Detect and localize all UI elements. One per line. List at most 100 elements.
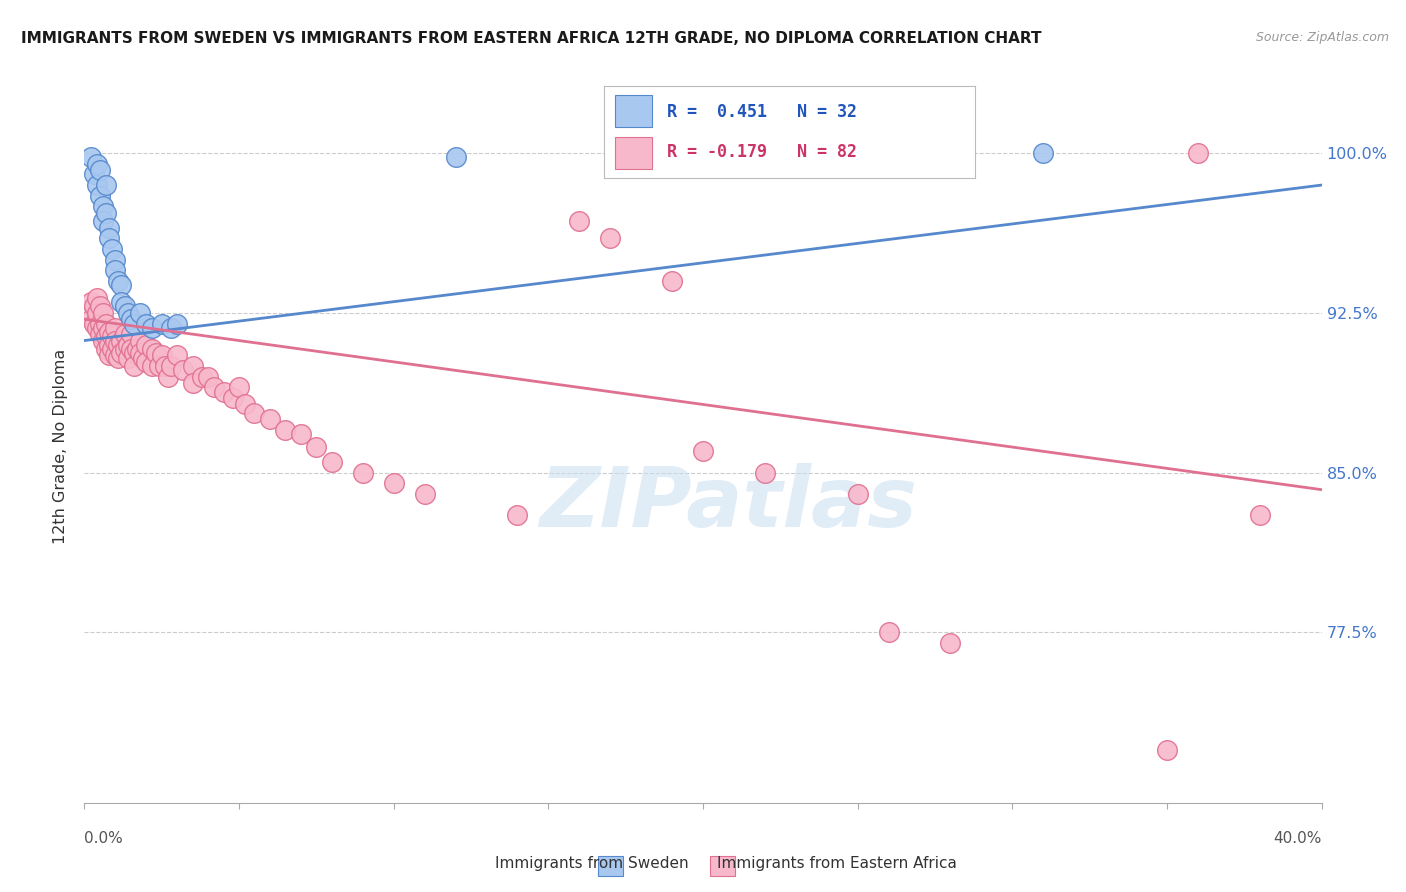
Point — [129, 306, 152, 320]
Point — [135, 317, 157, 331]
Point — [86, 291, 108, 305]
Point — [104, 263, 127, 277]
Point — [197, 369, 219, 384]
Point — [153, 359, 176, 373]
Text: ZIPatlas: ZIPatlas — [538, 463, 917, 543]
Point — [243, 406, 266, 420]
Point — [1032, 146, 1054, 161]
Point — [877, 625, 900, 640]
Point — [156, 369, 179, 384]
Point — [110, 334, 132, 348]
Point — [86, 178, 108, 192]
Point — [94, 342, 117, 356]
Point — [305, 440, 328, 454]
Point — [101, 329, 124, 343]
Point — [89, 188, 111, 202]
Point — [259, 412, 281, 426]
Point — [202, 380, 225, 394]
Point — [120, 312, 142, 326]
Point — [274, 423, 297, 437]
Point — [79, 150, 101, 164]
Point — [107, 274, 129, 288]
Point — [91, 306, 114, 320]
Text: 40.0%: 40.0% — [1274, 831, 1322, 847]
Text: Immigrants from Sweden: Immigrants from Sweden — [495, 856, 689, 871]
Point — [754, 466, 776, 480]
Point — [568, 214, 591, 228]
Point — [122, 359, 145, 373]
Point — [120, 327, 142, 342]
Text: 0.0%: 0.0% — [84, 831, 124, 847]
Point — [104, 252, 127, 267]
Point — [1156, 742, 1178, 756]
Point — [141, 342, 163, 356]
Y-axis label: 12th Grade, No Diploma: 12th Grade, No Diploma — [53, 349, 69, 543]
Point — [939, 636, 962, 650]
Point — [98, 349, 121, 363]
Point — [1187, 146, 1209, 161]
Point — [166, 317, 188, 331]
Point — [148, 359, 170, 373]
Point — [89, 163, 111, 178]
Point — [166, 349, 188, 363]
Point — [141, 320, 163, 334]
Point — [846, 146, 869, 161]
Point — [110, 295, 132, 310]
Point — [141, 359, 163, 373]
Point — [506, 508, 529, 523]
Point — [110, 278, 132, 293]
Point — [132, 351, 155, 365]
Point — [145, 346, 167, 360]
Point — [86, 157, 108, 171]
Point — [846, 487, 869, 501]
Point — [413, 487, 436, 501]
Point — [352, 466, 374, 480]
Point — [692, 444, 714, 458]
Point — [172, 363, 194, 377]
Point — [83, 317, 105, 331]
Point — [83, 168, 105, 182]
Point — [129, 334, 152, 348]
Point — [98, 338, 121, 352]
Point — [191, 369, 214, 384]
Point — [125, 342, 148, 356]
Point — [444, 150, 467, 164]
Point — [91, 214, 114, 228]
Point — [79, 312, 101, 326]
Point — [135, 338, 157, 352]
Point — [86, 320, 108, 334]
Point — [104, 334, 127, 348]
Point — [122, 346, 145, 360]
Point — [181, 376, 204, 391]
Point — [321, 455, 343, 469]
Text: Source: ZipAtlas.com: Source: ZipAtlas.com — [1256, 31, 1389, 45]
Point — [114, 342, 136, 356]
Point — [91, 320, 114, 334]
Point — [107, 338, 129, 352]
Text: IMMIGRANTS FROM SWEDEN VS IMMIGRANTS FROM EASTERN AFRICA 12TH GRADE, NO DIPLOMA : IMMIGRANTS FROM SWEDEN VS IMMIGRANTS FRO… — [21, 31, 1042, 46]
Point — [89, 300, 111, 314]
Point — [110, 346, 132, 360]
Point — [233, 397, 256, 411]
Point — [114, 300, 136, 314]
Text: Immigrants from Eastern Africa: Immigrants from Eastern Africa — [717, 856, 957, 871]
Point — [89, 317, 111, 331]
Point — [661, 274, 683, 288]
Point — [181, 359, 204, 373]
Point — [94, 178, 117, 192]
Point — [129, 346, 152, 360]
Point — [160, 320, 183, 334]
Point — [98, 231, 121, 245]
Point — [107, 351, 129, 365]
Point — [150, 349, 173, 363]
Point — [94, 206, 117, 220]
Point — [1249, 508, 1271, 523]
Point — [91, 334, 114, 348]
Point — [222, 391, 245, 405]
Point — [86, 306, 108, 320]
Point — [79, 295, 101, 310]
Point — [89, 327, 111, 342]
Point — [104, 320, 127, 334]
Point — [228, 380, 250, 394]
Point — [101, 342, 124, 356]
